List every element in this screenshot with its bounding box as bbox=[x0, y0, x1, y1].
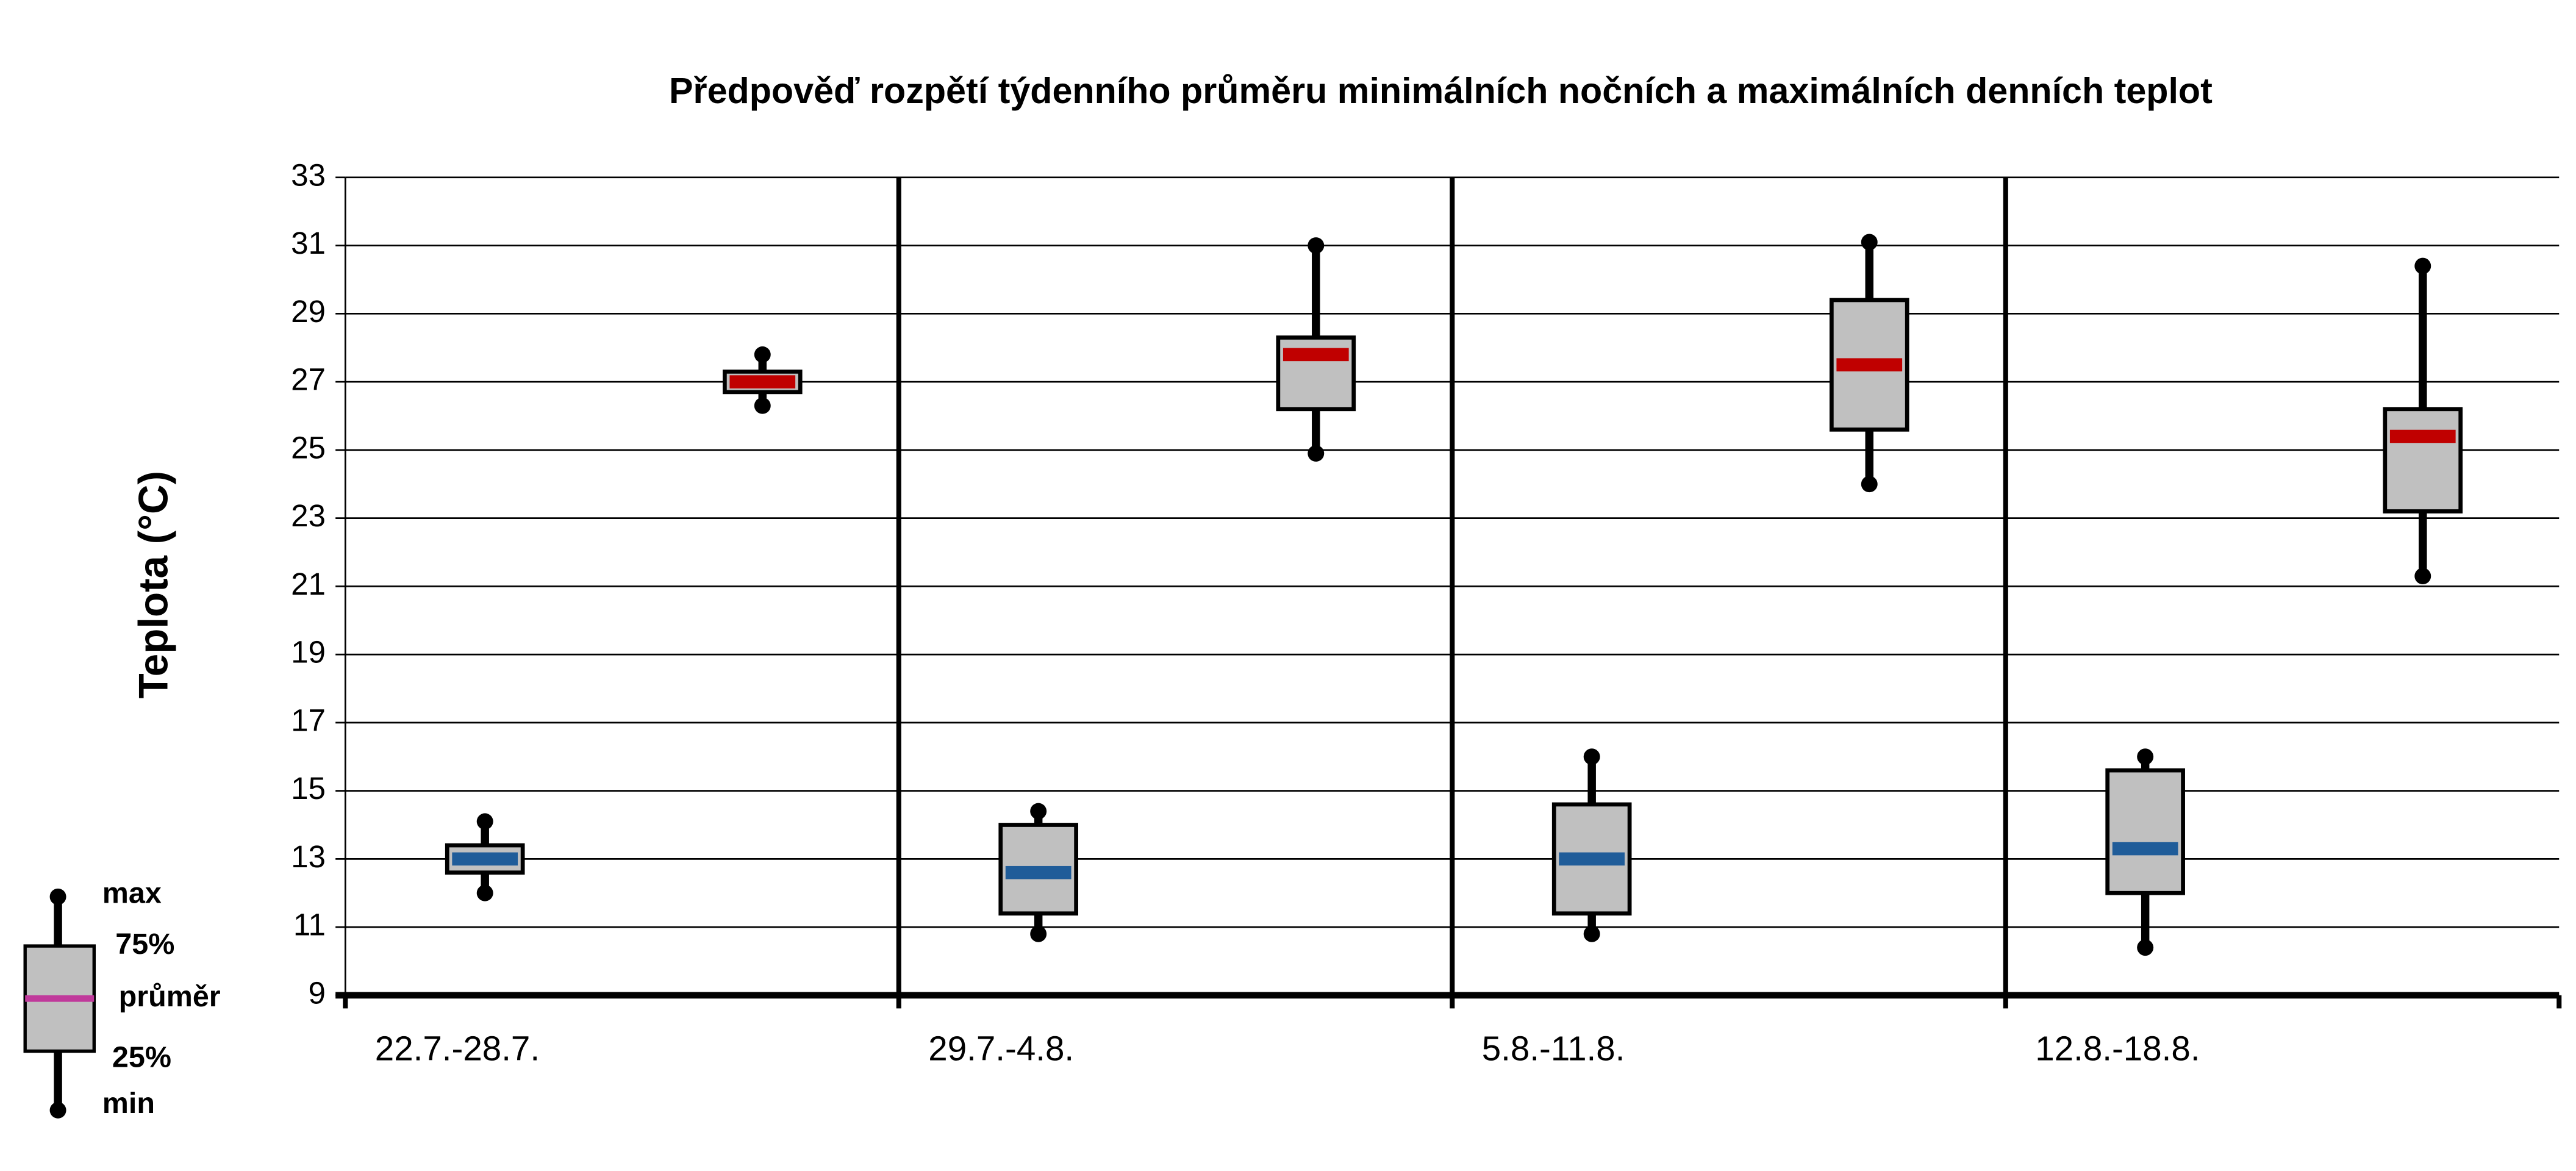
legend-dot bbox=[49, 1101, 66, 1119]
box bbox=[2383, 407, 2463, 514]
y-tick-label: 31 bbox=[291, 226, 326, 260]
mean-marker bbox=[729, 375, 796, 389]
max-marker bbox=[1030, 803, 1047, 820]
max-marker bbox=[2414, 257, 2431, 274]
y-tick-label: 25 bbox=[291, 430, 326, 465]
x-tick-label: 22.7.-28.7. bbox=[375, 1029, 540, 1067]
legend-dot bbox=[49, 888, 66, 905]
max-marker bbox=[754, 346, 771, 363]
mean-marker bbox=[1283, 348, 1349, 362]
min-marker bbox=[1583, 925, 1600, 942]
y-tick-label: 17 bbox=[291, 703, 326, 737]
max-marker bbox=[1861, 234, 1878, 251]
y-axis-label: Teplota (°C) bbox=[131, 471, 176, 698]
box bbox=[2105, 768, 2185, 895]
min-marker bbox=[2137, 939, 2154, 956]
min-marker bbox=[1308, 445, 1325, 462]
legend-label: průměr bbox=[119, 980, 221, 1013]
y-tick-label: 19 bbox=[291, 635, 326, 670]
min-marker bbox=[2414, 568, 2431, 585]
y-tick-label: 13 bbox=[291, 839, 326, 874]
y-tick-label: 15 bbox=[291, 771, 326, 806]
mean-marker bbox=[1005, 865, 1072, 879]
y-tick-label: 29 bbox=[291, 294, 326, 329]
max-marker bbox=[476, 813, 493, 830]
x-tick-label: 29.7.-4.8. bbox=[928, 1029, 1074, 1067]
y-tick-label: 21 bbox=[291, 567, 326, 601]
x-tick-label: 12.8.-18.8. bbox=[2035, 1029, 2200, 1067]
legend-label: 75% bbox=[115, 928, 174, 961]
max-marker bbox=[1583, 748, 1600, 765]
legend: max 75% průměr 25% min bbox=[23, 876, 221, 1120]
legend-label: min bbox=[102, 1087, 155, 1120]
mean-marker bbox=[2389, 429, 2456, 443]
min-marker bbox=[476, 884, 493, 901]
legend-label: 25% bbox=[112, 1041, 171, 1074]
y-tick-label: 27 bbox=[291, 362, 326, 397]
x-tick-label: 5.8.-11.8. bbox=[1482, 1029, 1625, 1067]
mean-marker bbox=[452, 852, 518, 866]
y-tick-label: 33 bbox=[291, 157, 326, 192]
y-tick-label: 23 bbox=[291, 498, 326, 533]
mean-marker bbox=[2112, 842, 2178, 856]
y-tick-label: 11 bbox=[293, 908, 326, 942]
mean-marker bbox=[1559, 852, 1625, 866]
legend-label: max bbox=[102, 876, 162, 909]
mean-marker bbox=[1836, 358, 1903, 371]
min-marker bbox=[1030, 925, 1047, 942]
y-tick-label: 9 bbox=[309, 975, 326, 1010]
max-marker bbox=[2137, 748, 2154, 765]
chart-title: Předpověď rozpětí týdenního průměru mini… bbox=[669, 70, 2213, 111]
min-marker bbox=[1861, 476, 1878, 493]
min-marker bbox=[754, 397, 771, 414]
max-marker bbox=[1308, 237, 1325, 254]
